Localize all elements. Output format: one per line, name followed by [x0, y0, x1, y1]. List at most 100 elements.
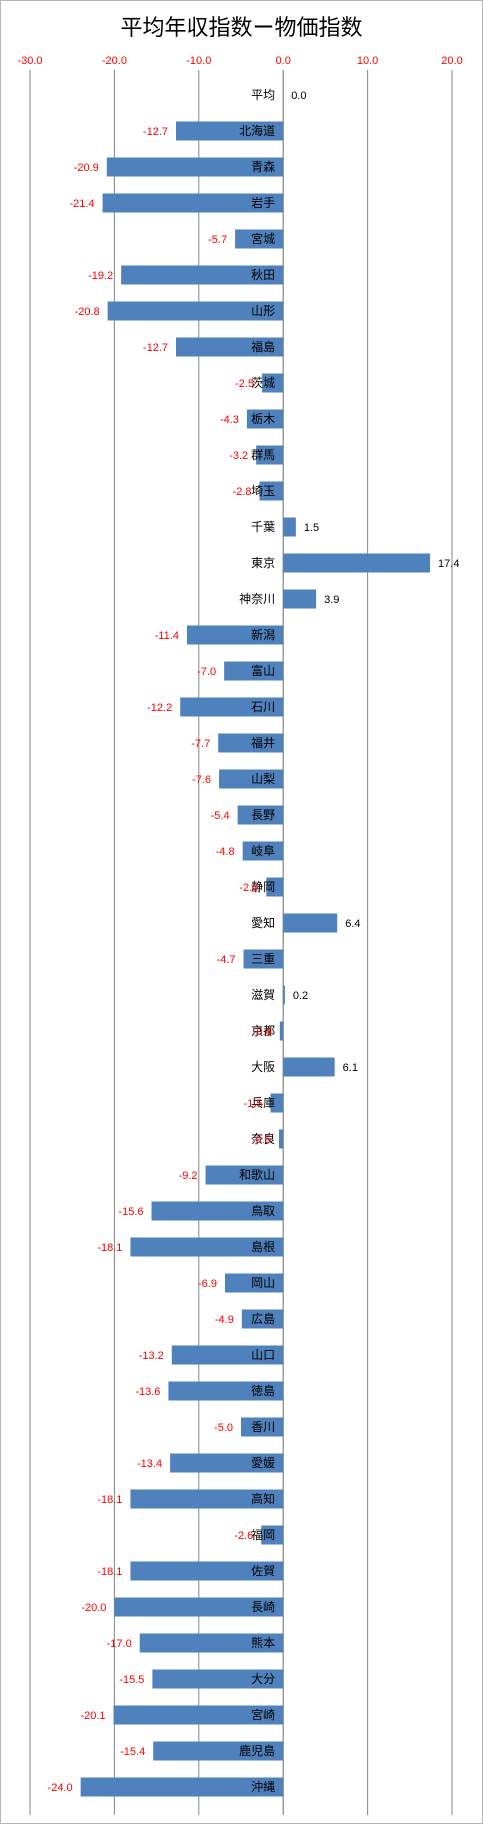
value-label: -19.2 [88, 270, 113, 282]
value-label: -2.5 [235, 378, 254, 390]
value-label: -12.2 [147, 702, 172, 714]
bar [242, 841, 284, 861]
category-label: 三重 [251, 952, 275, 966]
category-label: 鳥取 [251, 1203, 275, 1218]
bar [205, 1165, 284, 1185]
bar [121, 265, 284, 285]
category-label: 山口 [251, 1348, 275, 1362]
value-label: -12.7 [143, 126, 168, 138]
category-label: 滋賀 [251, 988, 275, 1002]
bar [283, 985, 285, 1005]
bar [266, 877, 284, 897]
value-label: -2.0 [239, 882, 258, 894]
value-label: -15.5 [119, 1674, 144, 1686]
bar [176, 337, 284, 357]
value-label: -4.9 [215, 1314, 234, 1326]
category-label: 群馬 [251, 448, 275, 462]
bar [278, 1129, 284, 1149]
category-label: 千葉 [251, 520, 275, 534]
value-label: -5.4 [211, 810, 230, 822]
category-label: 大分 [251, 1672, 275, 1686]
category-label: 富山 [251, 663, 275, 678]
category-label: 長野 [251, 808, 275, 822]
category-label: 広島 [251, 1311, 275, 1326]
bar [180, 697, 284, 717]
category-label: 京都 [251, 1024, 275, 1038]
bar [176, 121, 284, 141]
bar [283, 589, 317, 609]
value-label: -0.5 [252, 1134, 271, 1146]
category-label: 宮崎 [251, 1707, 275, 1722]
value-label: 6.4 [345, 918, 360, 930]
category-label: 東京 [251, 556, 275, 570]
value-label: -18.1 [97, 1242, 122, 1254]
value-label: -3.2 [229, 450, 248, 462]
value-label: -18.1 [97, 1494, 122, 1506]
value-label: -0.4 [253, 1026, 272, 1038]
category-label: 大阪 [251, 1060, 275, 1074]
tick-label: 0.0 [276, 55, 291, 67]
value-label: -17.0 [107, 1638, 132, 1650]
value-labels: 0.0 -12.7 -20.9 -21.4 -5.7 -19.2 -20.8 -12.7 -2.… [48, 90, 460, 1794]
category-label: 岩手 [251, 195, 275, 210]
bar [218, 733, 284, 753]
bar [139, 1633, 284, 1653]
bar [153, 1741, 284, 1761]
category-label: 鹿児島 [239, 1743, 275, 1758]
value-label: -7.6 [192, 774, 211, 786]
category-label: 愛媛 [251, 1456, 275, 1470]
category-label: 香川 [251, 1420, 275, 1434]
category-label: 栃木 [251, 412, 275, 426]
bar [106, 157, 284, 177]
value-label: -13.2 [139, 1350, 164, 1362]
tick-label: -30.0 [17, 55, 42, 67]
chart-title: 平均年収指数ー物価指数 [120, 16, 363, 41]
bar [80, 1777, 284, 1797]
bar [243, 949, 284, 969]
category-label: 新潟 [251, 627, 275, 642]
value-label: -21.4 [70, 198, 95, 210]
value-label: -20.1 [80, 1710, 105, 1722]
bar [152, 1669, 284, 1689]
value-label: -12.7 [143, 342, 168, 354]
category-label: 徳島 [251, 1383, 275, 1398]
value-label: -20.8 [75, 306, 100, 318]
category-label: 高知 [251, 1491, 275, 1506]
axis-ticks: -30.0 -20.0 -10.0 0.0 10.0 20.0 [17, 55, 462, 67]
bar [168, 1381, 284, 1401]
category-label: 福島 [251, 339, 275, 354]
category-label: 神奈川 [239, 592, 275, 606]
value-label: -4.8 [216, 846, 235, 858]
bar [170, 1453, 284, 1473]
value-label: -15.6 [118, 1206, 143, 1218]
tick-label: 20.0 [441, 55, 462, 67]
value-label: -13.6 [135, 1386, 160, 1398]
category-label: 沖縄 [251, 1779, 275, 1794]
category-label: 静岡 [251, 880, 275, 894]
value-label: -24.0 [48, 1782, 73, 1794]
category-label: 北海道 [239, 123, 275, 138]
grid-lines [29, 70, 453, 1815]
category-label: 埼玉 [251, 484, 275, 498]
value-label: -13.4 [137, 1458, 162, 1470]
bar [224, 1273, 284, 1293]
bar [114, 1597, 284, 1617]
bar [151, 1201, 284, 1221]
category-label: 茨城 [251, 376, 275, 390]
bar [261, 1525, 284, 1545]
bar [107, 301, 284, 321]
bar [219, 769, 284, 789]
value-label: -1.5 [244, 1098, 263, 1110]
bar [259, 481, 284, 501]
bar [186, 625, 284, 645]
bar [283, 517, 296, 537]
tick-label: -10.0 [186, 55, 211, 67]
value-label: -15.4 [120, 1746, 145, 1758]
value-label: 17.4 [438, 558, 459, 570]
value-label: 3.9 [324, 594, 339, 606]
value-label: -7.7 [191, 738, 210, 750]
value-label: -20.9 [74, 162, 99, 174]
bar [113, 1705, 284, 1725]
bar [270, 1093, 284, 1113]
